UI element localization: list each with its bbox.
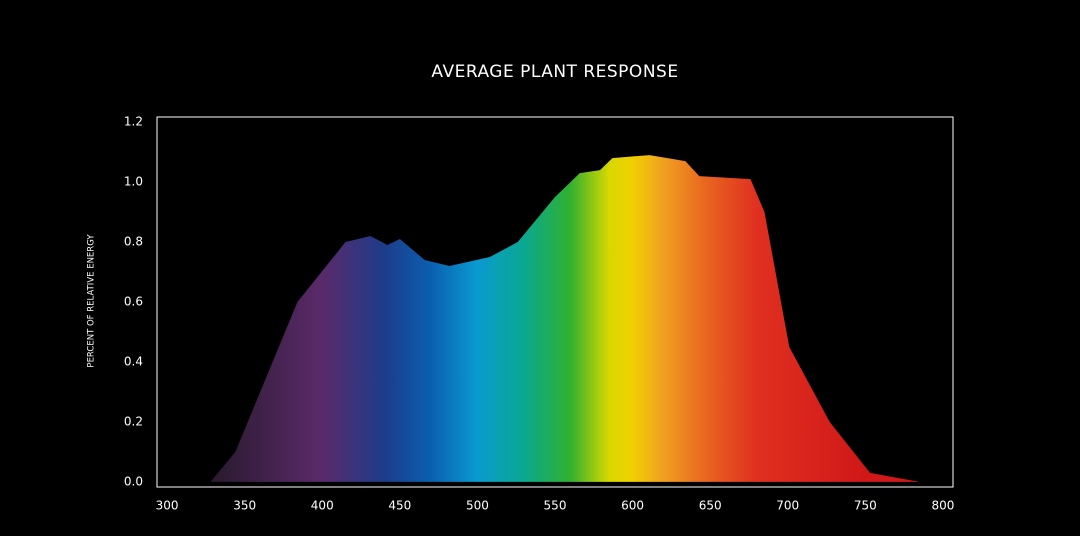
plot-frame [156, 116, 954, 488]
x-tick-label: 700 [776, 499, 799, 513]
x-tick-label: 800 [931, 499, 954, 513]
x-tick-label: 350 [233, 499, 256, 513]
y-tick-label: 0.6 [124, 295, 143, 309]
spectrum-area [210, 155, 920, 482]
y-axis-label: PERCENT OF RELATIVE ENERGY [87, 234, 97, 368]
y-tick-label: 0.4 [124, 354, 143, 368]
y-tick-label: 0.8 [124, 235, 143, 249]
y-tick-label: 1.0 [124, 175, 143, 189]
x-tick-label: 650 [699, 499, 722, 513]
x-tick-label: 600 [621, 499, 644, 513]
y-tick-label: 0.2 [124, 414, 143, 428]
x-tick-label: 550 [544, 499, 567, 513]
y-tick-label: 0.0 [124, 474, 143, 488]
y-tick-label: 1.2 [124, 115, 143, 129]
x-tick-label: 450 [388, 499, 411, 513]
x-tick-label: 500 [466, 499, 489, 513]
x-tick-label: 750 [854, 499, 877, 513]
x-tick-label: 400 [311, 499, 334, 513]
chart-title: AVERAGE PLANT RESPONSE [431, 62, 678, 82]
x-tick-label: 300 [156, 499, 179, 513]
